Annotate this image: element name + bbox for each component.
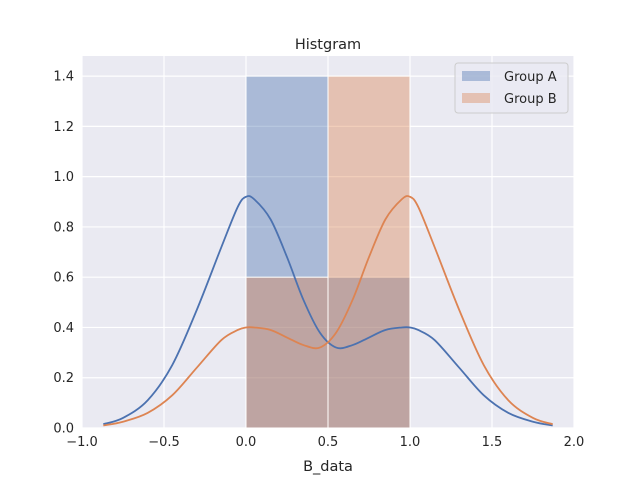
legend-swatch-group-b <box>462 93 490 103</box>
y-tick-label: 0.4 <box>53 321 74 336</box>
x-tick-label: −0.5 <box>148 435 180 450</box>
x-tick-label: 2.0 <box>564 435 585 450</box>
kde-curves <box>103 195 553 427</box>
y-tick-label: 0.0 <box>53 422 74 437</box>
legend: Group A Group B <box>454 62 569 114</box>
histogram-bar-group-a <box>245 75 329 429</box>
legend-swatch-group-a <box>462 71 490 81</box>
x-tick-label: 0.0 <box>236 435 257 450</box>
x-tick-label: −1.0 <box>66 435 98 450</box>
legend-box <box>454 62 569 114</box>
chart-title: Histgram <box>295 37 361 53</box>
histogram-bar-group-b <box>245 276 329 429</box>
x-tick-labels: −1.0 −0.5 0.0 0.5 1.0 1.5 2.0 <box>66 435 584 450</box>
y-tick-label: 1.0 <box>53 170 74 185</box>
histogram-bar-group-a <box>327 276 411 429</box>
y-tick-label: 0.8 <box>53 220 74 235</box>
histogram-bars <box>245 75 411 429</box>
y-tick-label: 1.2 <box>53 120 74 135</box>
legend-label-group-a: Group A <box>504 70 557 85</box>
x-tick-label: 1.0 <box>400 435 421 450</box>
y-tick-labels: 0.0 0.2 0.4 0.6 0.8 1.0 1.2 1.4 <box>53 70 74 437</box>
x-tick-label: 0.5 <box>318 435 339 450</box>
kde-line-group-a <box>103 195 553 427</box>
kde-line-group-b <box>103 195 553 427</box>
y-tick-label: 1.4 <box>53 70 74 85</box>
legend-label-group-b: Group B <box>504 92 557 107</box>
y-tick-label: 0.6 <box>53 271 74 286</box>
x-axis-label: B_data <box>303 459 353 475</box>
x-tick-label: 1.5 <box>482 435 503 450</box>
histogram-bar-group-b <box>327 75 411 429</box>
y-tick-label: 0.2 <box>53 371 74 386</box>
